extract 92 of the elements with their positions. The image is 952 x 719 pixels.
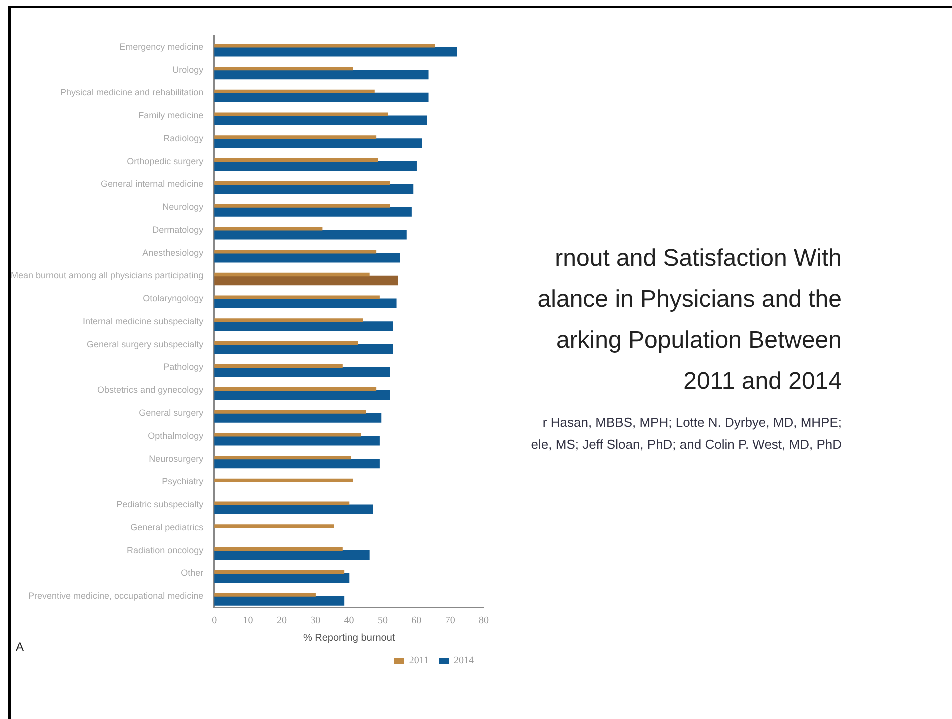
bar bbox=[214, 44, 436, 48]
bar bbox=[214, 250, 377, 254]
bar bbox=[214, 116, 428, 126]
y-tick-label: General internal medicine bbox=[101, 179, 204, 190]
bar bbox=[214, 112, 388, 116]
x-tick-label: 40 bbox=[344, 616, 354, 627]
y-tick-label: Urology bbox=[172, 64, 204, 75]
x-tick-label: 0 bbox=[212, 616, 218, 627]
bar bbox=[214, 433, 362, 437]
text: alance in Physicians and the bbox=[536, 285, 842, 315]
y-tick-label: Anesthesiology bbox=[142, 248, 204, 258]
bar bbox=[214, 318, 364, 322]
bar bbox=[214, 227, 323, 231]
bar bbox=[214, 573, 350, 584]
bar bbox=[214, 570, 345, 574]
bar bbox=[214, 367, 390, 378]
bar bbox=[214, 504, 374, 514]
bar bbox=[214, 322, 394, 332]
x-tick-label: 70 bbox=[445, 616, 456, 627]
x-tick-label: 30 bbox=[310, 616, 321, 627]
y-tick-label: Opthalmology bbox=[148, 430, 204, 441]
bar bbox=[214, 298, 397, 308]
y-tick-label: Emergency medicine bbox=[120, 42, 204, 52]
bar bbox=[214, 593, 316, 597]
text: 2011 and 2014 bbox=[682, 367, 842, 397]
y-tick-label: General surgery subspecialty bbox=[87, 339, 204, 350]
bar bbox=[214, 276, 398, 286]
bar bbox=[214, 413, 382, 423]
y-tick-label: General pediatrics bbox=[130, 522, 204, 532]
y-tick-label: Dermatology bbox=[152, 224, 204, 235]
legend-label: 2011 bbox=[409, 656, 430, 667]
x-tick-label: 60 bbox=[412, 616, 422, 627]
bar bbox=[214, 70, 429, 80]
y-tick-label: Physical medicine and rehabilitation bbox=[60, 88, 204, 98]
y-tick-label: Radiation oncology bbox=[127, 545, 204, 556]
bar bbox=[214, 138, 422, 148]
bar bbox=[214, 296, 380, 300]
bar bbox=[214, 550, 370, 560]
bar bbox=[214, 207, 412, 217]
bar bbox=[214, 204, 390, 208]
bar bbox=[214, 596, 345, 606]
bar bbox=[214, 390, 390, 400]
bar bbox=[214, 92, 429, 103]
y-tick-label: Neurosurgery bbox=[149, 454, 204, 464]
y-tick-label: Family medicine bbox=[138, 110, 204, 121]
y-tick-label: Mean burnout among all physicians participating bbox=[10, 270, 204, 281]
bar bbox=[214, 181, 390, 186]
x-tick-label: 20 bbox=[276, 616, 287, 627]
y-tick-label: Radiology bbox=[164, 133, 204, 144]
bar bbox=[214, 502, 350, 506]
text: A bbox=[16, 640, 24, 654]
y-tick-label: Other bbox=[181, 568, 204, 578]
y-tick-label: Neurology bbox=[162, 202, 204, 212]
y-tick-label: Orthopedic surgery bbox=[127, 156, 204, 166]
bar bbox=[214, 253, 400, 263]
x-tick-label: 50 bbox=[378, 616, 388, 627]
bar bbox=[214, 136, 377, 140]
bar bbox=[214, 410, 366, 414]
bar bbox=[214, 272, 370, 277]
bar bbox=[214, 456, 352, 460]
bar bbox=[214, 458, 380, 469]
bar bbox=[214, 90, 375, 94]
bar bbox=[214, 436, 380, 446]
text: rnout and Satisfaction With bbox=[554, 244, 842, 274]
bar bbox=[214, 364, 343, 368]
bar bbox=[214, 387, 377, 391]
bar bbox=[214, 66, 354, 71]
x-tick-label: 10 bbox=[243, 616, 254, 627]
bar bbox=[214, 524, 334, 528]
bar bbox=[214, 547, 343, 552]
bar bbox=[214, 162, 417, 172]
bar bbox=[214, 342, 358, 346]
y-tick-label: Pathology bbox=[164, 362, 204, 372]
bar bbox=[214, 184, 414, 194]
y-tick-label: Psychiatry bbox=[162, 476, 204, 487]
y-tick-label: Internal medicine subspecialty bbox=[83, 316, 204, 326]
text: ele, MS; Jeff Sloan, PhD; and Colin P. West, MD, PhD bbox=[530, 436, 842, 454]
y-tick-label: Obstetrics and gynecology bbox=[98, 385, 204, 396]
y-tick-label: Pediatric subspecialty bbox=[116, 500, 204, 510]
y-tick-label: General surgery bbox=[139, 408, 204, 418]
text: r Hasan, MBBS, MPH; Lotte N. Dyrbye, MD, MHPE; bbox=[542, 414, 842, 432]
legend-label: 2014 bbox=[454, 656, 474, 667]
bar bbox=[214, 478, 354, 482]
bar bbox=[214, 158, 378, 162]
text: arking Population Between bbox=[555, 326, 842, 356]
y-tick-label: Otolaryngology bbox=[143, 294, 204, 304]
x-axis-title: % Reporting burnout bbox=[303, 632, 396, 644]
bar bbox=[214, 230, 407, 240]
x-tick-label: 80 bbox=[479, 616, 489, 627]
y-tick-label: Preventive medicine, occupational medicine bbox=[28, 591, 204, 602]
bar bbox=[214, 344, 394, 354]
bar bbox=[214, 47, 458, 57]
